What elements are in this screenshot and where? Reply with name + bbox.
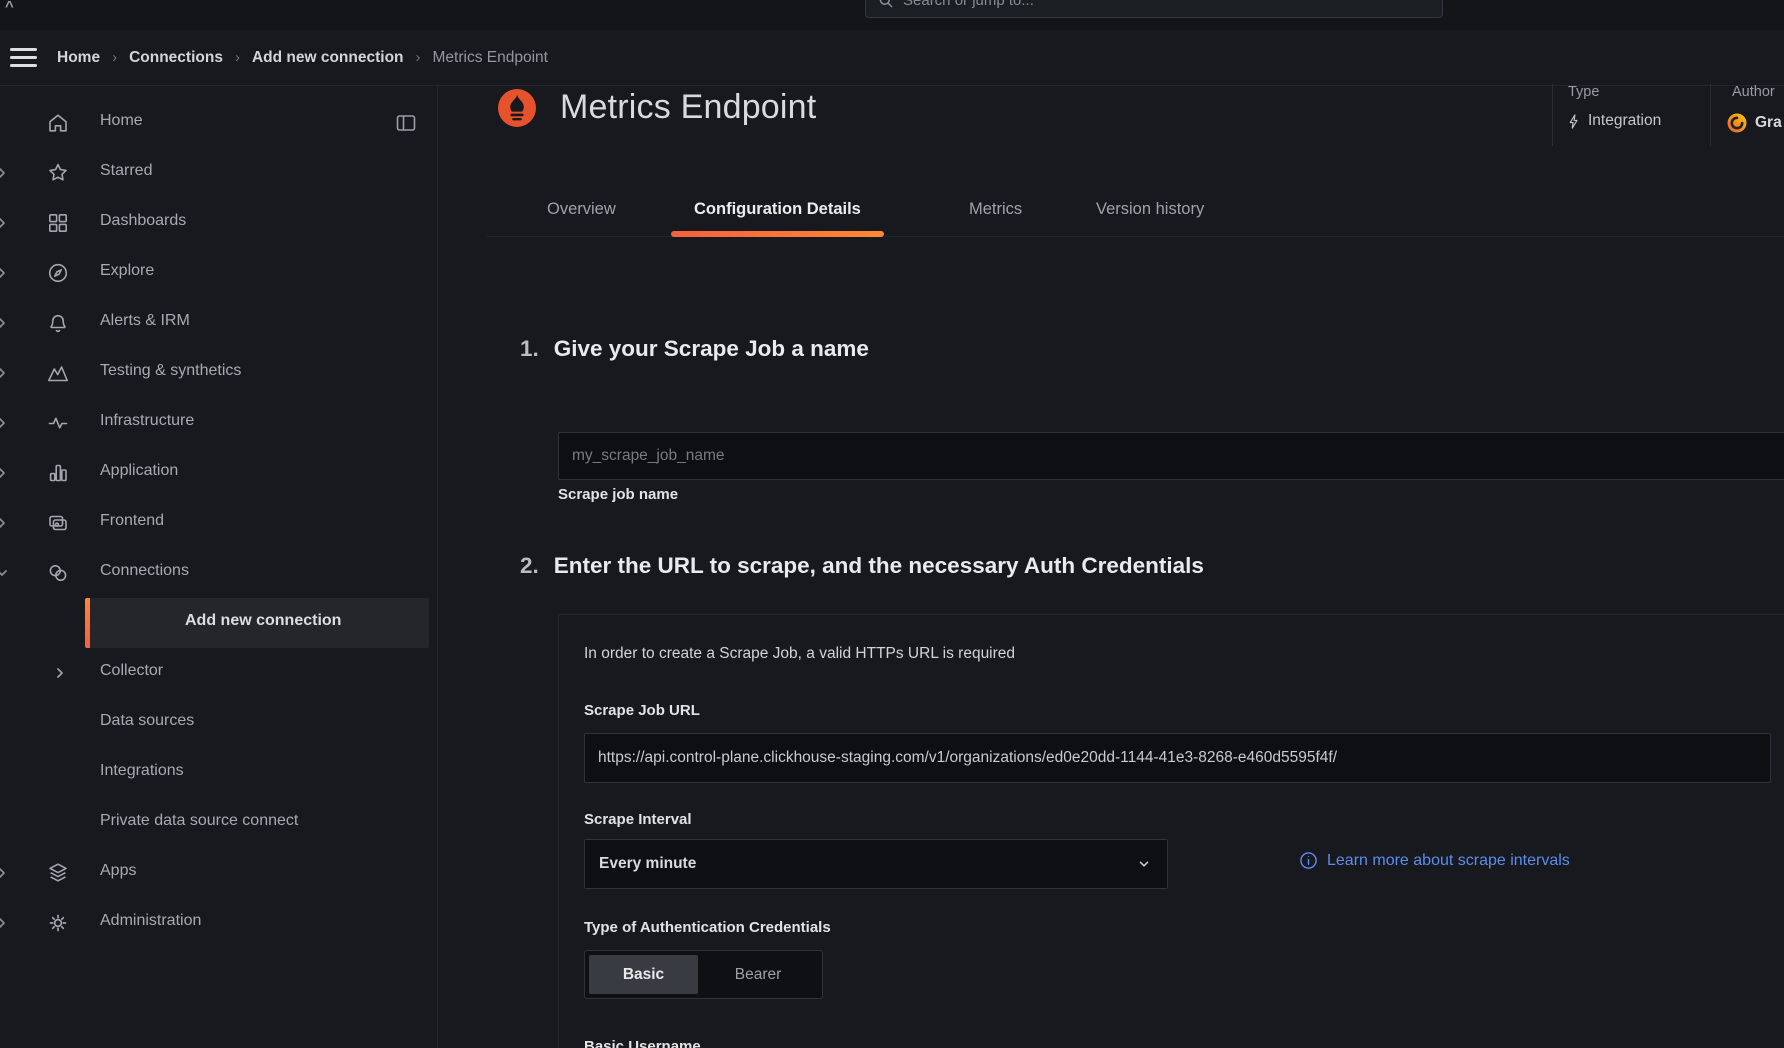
breadcrumb-separator: › [415, 49, 421, 66]
breadcrumb-bar: Home › Connections › Add new connection … [0, 30, 1784, 86]
menu-toggle-button[interactable] [10, 48, 40, 68]
auth-option-basic[interactable]: Basic [589, 955, 698, 994]
breadcrumb-metrics-endpoint: Metrics Endpoint [432, 48, 548, 66]
breadcrumb-home[interactable]: Home [57, 48, 101, 66]
step2-heading: 2. Enter the URL to scrape, and the nece… [520, 553, 1204, 578]
breadcrumb-separator: › [234, 49, 240, 66]
tab-bar: Overview Configuration Details Metrics V… [438, 182, 1784, 237]
author-value: Gra [1726, 112, 1782, 134]
scrape-interval-label: Scrape Interval [584, 811, 692, 828]
caret-glyph: ^ [5, 0, 14, 15]
star-icon [46, 161, 70, 185]
search-placeholder: Search or jump to... [903, 0, 1034, 9]
sidebar-item-testing-synthetics[interactable]: Testing & synthetics [0, 348, 429, 398]
sidebar-item-private-data-source-connect[interactable]: Private data source connect [100, 812, 299, 829]
sidebar-item-alerts-irm[interactable]: Alerts & IRM [0, 298, 429, 348]
meta-divider [1710, 84, 1711, 146]
page-title: Metrics Endpoint [560, 88, 817, 126]
auth-type-toggle: Basic Bearer [584, 950, 823, 999]
chevron-right-icon[interactable] [52, 665, 68, 681]
sidebar-item-explore[interactable]: Explore [0, 248, 429, 298]
pulse-icon [46, 411, 70, 435]
dock-sidebar-icon[interactable] [394, 111, 418, 135]
top-bar: ^ Search or jump to... [0, 0, 1784, 30]
sidebar-item-starred[interactable]: Starred [0, 148, 429, 198]
chevron-right-icon [0, 165, 10, 181]
tab-version-history[interactable]: Version history [1096, 200, 1205, 218]
main-content: Metrics Endpoint Type Integration Author… [438, 84, 1784, 1048]
chevron-right-icon [0, 365, 10, 381]
breadcrumb-connections[interactable]: Connections [129, 48, 223, 66]
home-icon [46, 111, 70, 135]
tab-bar-divider [487, 236, 1784, 237]
scrape-interval-value: Every minute [599, 855, 697, 872]
breadcrumb: Home › Connections › Add new connection … [57, 30, 548, 85]
sidebar-nav: Home Starred Dashboards Explore [0, 86, 438, 1048]
dashboards-grid-icon [46, 211, 70, 235]
chevron-right-icon [0, 865, 10, 881]
grafana-logo-icon [1727, 113, 1747, 133]
chevron-right-icon [0, 515, 10, 531]
sidebar-item-connections[interactable]: Connections [0, 548, 429, 598]
page-header: Metrics Endpoint [498, 88, 816, 127]
browser-windows-icon [46, 511, 70, 535]
info-circle-icon [1300, 852, 1317, 869]
sidebar-item-data-sources[interactable]: Data sources [100, 712, 195, 729]
prometheus-logo-icon [498, 88, 536, 127]
gear-icon [46, 911, 70, 935]
sidebar-item-apps[interactable]: Apps [0, 848, 429, 898]
tab-metrics[interactable]: Metrics [969, 200, 1023, 218]
learn-more-scrape-intervals-link[interactable]: Learn more about scrape intervals [1299, 851, 1570, 870]
sidebar-item-add-new-connection[interactable]: Add new connection [85, 598, 429, 648]
linked-rings-icon [46, 561, 70, 585]
scrape-job-url-input[interactable] [584, 733, 1771, 783]
auth-option-bearer[interactable]: Bearer [734, 965, 782, 983]
sidebar-item-infrastructure[interactable]: Infrastructure [0, 398, 429, 448]
sidebar-item-home[interactable]: Home [0, 98, 429, 148]
tab-configuration-details[interactable]: Configuration Details [671, 182, 884, 237]
lightning-bolt-icon [1569, 113, 1578, 129]
chevron-right-icon [0, 265, 10, 281]
breadcrumb-separator: › [112, 49, 118, 66]
compass-icon [46, 261, 70, 285]
sidebar-item-integrations[interactable]: Integrations [100, 762, 184, 779]
integration-meta: Type Integration Author Gra [438, 84, 1784, 148]
scrape-job-name-input[interactable] [558, 432, 1784, 480]
chevron-right-icon [0, 915, 10, 931]
sidebar-item-administration[interactable]: Administration [0, 898, 429, 948]
chevron-right-icon [0, 415, 10, 431]
search-icon [879, 0, 893, 7]
chevron-right-icon [0, 215, 10, 231]
chevron-down-icon [1137, 857, 1151, 871]
step1-heading: 1. Give your Scrape Job a name [520, 336, 869, 361]
scrape-interval-select[interactable]: Every minute [584, 839, 1168, 889]
chevron-right-icon [0, 315, 10, 331]
meta-divider [1552, 84, 1553, 146]
scrape-url-panel: In order to create a Scrape Job, a valid… [558, 614, 1784, 1048]
sidebar-item-application[interactable]: Application [0, 448, 429, 498]
scrape-job-name-label: Scrape job name [558, 486, 679, 503]
basic-username-label: Basic Username [584, 1038, 701, 1048]
sidebar-item-dashboards[interactable]: Dashboards [0, 198, 429, 248]
breadcrumb-add-new-connection[interactable]: Add new connection [251, 48, 404, 66]
search-input[interactable]: Search or jump to... [865, 0, 1443, 18]
bar-chart-icon [46, 461, 70, 485]
type-value: Integration [1566, 112, 1661, 130]
url-required-note: In order to create a Scrape Job, a valid… [584, 645, 1016, 662]
chevron-right-icon [0, 465, 10, 481]
bell-icon [46, 311, 70, 335]
k6-mountains-icon [46, 361, 70, 385]
chevron-down-icon [0, 565, 10, 581]
sidebar-item-collector[interactable]: Collector [0, 648, 429, 698]
type-label: Type [1568, 84, 1600, 100]
scrape-job-url-label: Scrape Job URL [584, 702, 700, 719]
sidebar-item-frontend[interactable]: Frontend [0, 498, 429, 548]
tab-overview[interactable]: Overview [547, 200, 616, 218]
author-label: Author [1732, 84, 1775, 100]
auth-type-label: Type of Authentication Credentials [584, 919, 831, 936]
layers-icon [46, 861, 70, 885]
